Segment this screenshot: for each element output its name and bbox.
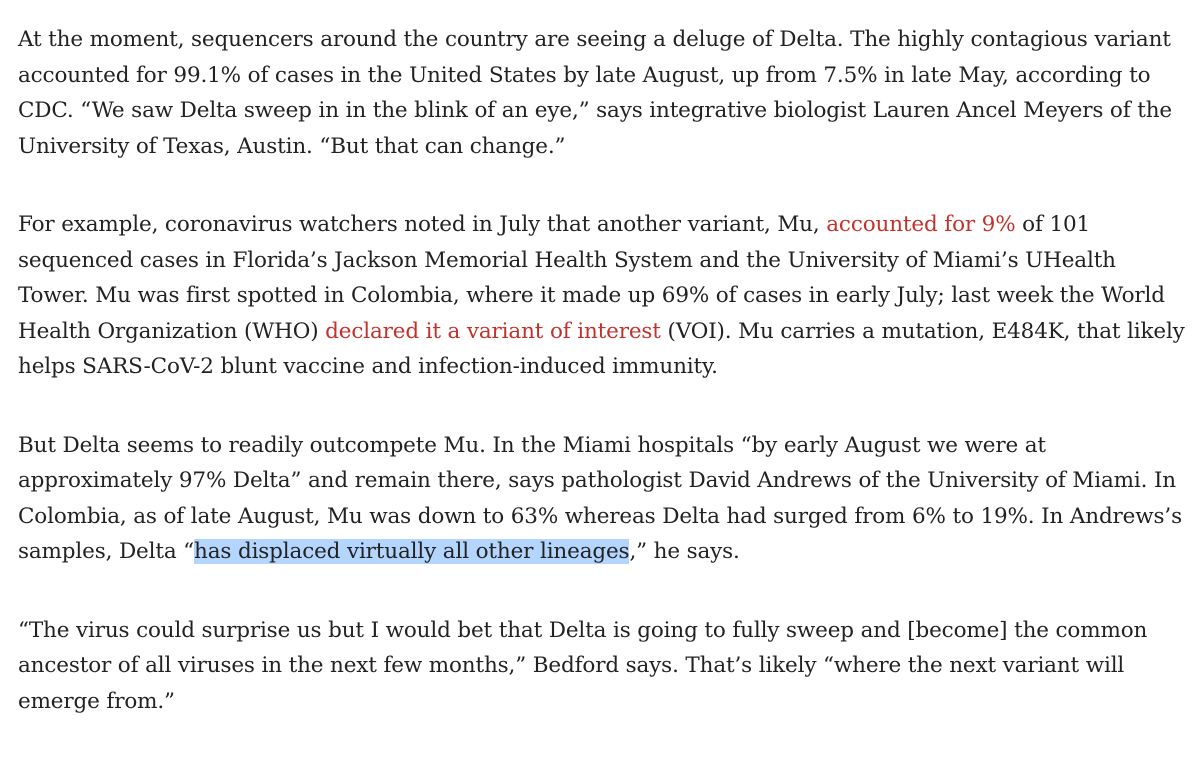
paragraph-text: For example, coronavirus watchers noted …: [18, 212, 827, 237]
paragraph-text: ,” he says.: [629, 539, 740, 564]
paragraph-delta-outcompetes: But Delta seems to readily outcompete Mu…: [18, 428, 1193, 570]
paragraph-text: of 101 sequenced cases in Florida’s Jack…: [18, 212, 1165, 344]
paragraph-text: At the moment, sequencers around the cou…: [18, 27, 1172, 159]
article-body: At the moment, sequencers around the cou…: [18, 22, 1193, 762]
paragraph-delta-deluge: At the moment, sequencers around the cou…: [18, 22, 1193, 164]
paragraph-bedford-quote: “The virus could surprise us but I would…: [18, 613, 1193, 720]
paragraph-text: (VOI). Mu carries a mutation, E484K, tha…: [18, 318, 1185, 380]
paragraph-text: “The virus could surprise us but I would…: [18, 617, 1148, 714]
highlighted-text-selection[interactable]: has displaced virtually all other lineag…: [194, 539, 630, 564]
paragraph-mu-variant: For example, coronavirus watchers noted …: [18, 207, 1193, 385]
link-accounted-for-9-percent[interactable]: accounted for 9%: [826, 212, 1016, 237]
paragraph-text: But Delta seems to readily outcompete Mu…: [18, 432, 1182, 565]
link-declared-variant-of-interest[interactable]: declared it a variant of interest: [325, 318, 661, 344]
